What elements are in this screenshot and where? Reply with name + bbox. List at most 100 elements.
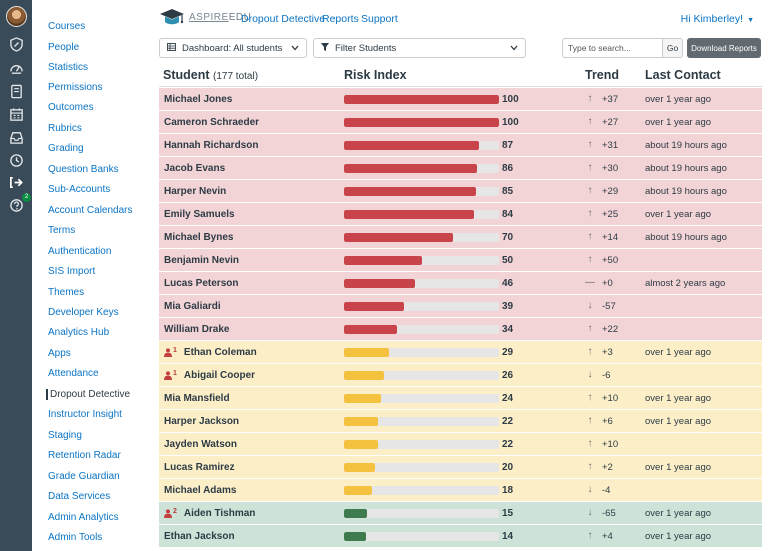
help-icon[interactable]: 2 xyxy=(0,192,32,216)
column-risk-index[interactable]: Risk Index xyxy=(344,68,407,82)
table-row[interactable]: Lucas Peterson 46 — +0 almost 2 years ago xyxy=(159,272,762,295)
student-name[interactable]: Lucas Ramirez xyxy=(164,462,235,473)
sidebar-item-admin-tools[interactable]: Admin Tools xyxy=(48,532,103,543)
student-name[interactable]: Harper Jackson xyxy=(164,416,240,427)
student-table-body: Michael Jones 100 ↑ +37 over 1 year ago Camer… xyxy=(159,88,762,548)
student-name[interactable]: Emily Samuels xyxy=(164,209,235,220)
table-row[interactable]: 2 Aiden Tishman 15 ↓ -65 over 1 year ago xyxy=(159,502,762,525)
student-name[interactable]: 2 Aiden Tishman xyxy=(164,508,255,519)
arrow-up-icon: ↑ xyxy=(587,392,593,403)
student-name[interactable]: Jacob Evans xyxy=(164,163,226,174)
student-name[interactable]: Harper Nevin xyxy=(164,186,227,197)
sidebar-item-themes[interactable]: Themes xyxy=(48,287,85,298)
calendar-icon[interactable] xyxy=(0,102,32,126)
student-name[interactable]: Benjamin Nevin xyxy=(164,255,240,266)
risk-value: 100 xyxy=(502,94,519,105)
user-menu[interactable]: Hi Kimberley! ▼ xyxy=(681,13,754,25)
student-name[interactable]: Cameron Schraeder xyxy=(164,117,260,128)
sidebar-item-apps[interactable]: Apps xyxy=(48,348,71,359)
table-row[interactable]: Cameron Schraeder 100 ↑ +27 over 1 year ago xyxy=(159,111,762,134)
table-row[interactable]: Michael Bynes 70 ↑ +14 about 19 hours ago xyxy=(159,226,762,249)
student-search-input[interactable] xyxy=(562,38,662,58)
sidebar-item-data-services[interactable]: Data Services xyxy=(48,491,111,502)
admin-shield-icon[interactable] xyxy=(0,32,32,56)
sidebar-item-account-calendars[interactable]: Account Calendars xyxy=(48,205,133,216)
student-name[interactable]: Michael Adams xyxy=(164,485,237,496)
table-row[interactable]: Ethan Jackson 14 ↑ +4 over 1 year ago xyxy=(159,525,762,548)
sidebar-item-terms[interactable]: Terms xyxy=(48,225,76,236)
table-row[interactable]: 1 Ethan Coleman 29 ↑ +3 over 1 year ago xyxy=(159,341,762,364)
table-row[interactable]: Michael Jones 100 ↑ +37 over 1 year ago xyxy=(159,88,762,111)
table-row[interactable]: Harper Nevin 85 ↑ +29 about 19 hours ago xyxy=(159,180,762,203)
sidebar-item-developer-keys[interactable]: Developer Keys xyxy=(48,307,119,318)
risk-bar-fill xyxy=(344,141,479,150)
table-row[interactable]: Lucas Ramirez 20 ↑ +2 over 1 year ago xyxy=(159,456,762,479)
student-name[interactable]: Michael Bynes xyxy=(164,232,234,243)
risk-value: 22 xyxy=(502,416,514,427)
table-row[interactable]: Emily Samuels 84 ↑ +25 over 1 year ago xyxy=(159,203,762,226)
table-row[interactable]: Mia Galiardi 39 ↓ -57 xyxy=(159,295,762,318)
student-name[interactable]: Mia Mansfield xyxy=(164,393,230,404)
table-row[interactable]: Jayden Watson 22 ↑ +10 xyxy=(159,433,762,456)
courses-icon[interactable] xyxy=(0,79,32,103)
sidebar-item-grade-guardian[interactable]: Grade Guardian xyxy=(48,471,120,482)
student-name[interactable]: 1 Abigail Cooper xyxy=(164,370,255,381)
sidebar-item-question-banks[interactable]: Question Banks xyxy=(48,164,119,175)
sidebar-item-attendance[interactable]: Attendance xyxy=(48,368,99,379)
risk-bar-fill xyxy=(344,256,422,265)
nav-support[interactable]: Support xyxy=(361,13,398,25)
sidebar-item-people[interactable]: People xyxy=(48,42,80,53)
sidebar-item-dropout-detective[interactable]: Dropout Detective xyxy=(46,389,130,400)
risk-value: 50 xyxy=(502,255,514,266)
sidebar-item-courses[interactable]: Courses xyxy=(48,21,86,32)
student-name[interactable]: William Drake xyxy=(164,324,230,335)
sidebar-item-retention-radar[interactable]: Retention Radar xyxy=(48,450,121,461)
sidebar-item-statistics[interactable]: Statistics xyxy=(48,62,89,73)
sidebar-item-grading[interactable]: Grading xyxy=(48,143,84,154)
sidebar-item-outcomes[interactable]: Outcomes xyxy=(48,102,94,113)
sidebar-item-sub-accounts[interactable]: Sub-Accounts xyxy=(48,184,111,195)
filter-students-select[interactable]: Filter Students xyxy=(313,38,526,58)
table-row[interactable]: 1 Abigail Cooper 26 ↓ -6 xyxy=(159,364,762,387)
table-row[interactable]: Michael Adams 18 ↓ -4 xyxy=(159,479,762,502)
column-student[interactable]: Student (177 total) xyxy=(163,68,259,82)
sidebar-item-admin-analytics[interactable]: Admin Analytics xyxy=(48,512,119,523)
account-avatar-icon[interactable] xyxy=(6,6,27,27)
table-row[interactable]: Hannah Richardson 87 ↑ +31 about 19 hours ag… xyxy=(159,134,762,157)
alert-count: 2 xyxy=(173,508,177,515)
sidebar-item-permissions[interactable]: Permissions xyxy=(48,82,103,93)
table-row[interactable]: William Drake 34 ↑ +22 xyxy=(159,318,762,341)
student-name[interactable]: Ethan Jackson xyxy=(164,531,235,542)
sidebar-item-instructor-insight[interactable]: Instructor Insight xyxy=(48,409,122,420)
risk-bar xyxy=(344,463,499,472)
table-row[interactable]: Benjamin Nevin 50 ↑ +50 xyxy=(159,249,762,272)
graduation-cap-logo-icon[interactable] xyxy=(158,6,186,30)
column-last-contact[interactable]: Last Contact xyxy=(645,68,721,82)
search-go-button[interactable]: Go xyxy=(662,38,683,58)
download-reports-button[interactable]: Download Reports xyxy=(687,38,761,58)
table-row[interactable]: Jacob Evans 86 ↑ +30 about 19 hours ago xyxy=(159,157,762,180)
column-trend[interactable]: Trend xyxy=(585,68,620,82)
dashboard-icon[interactable] xyxy=(0,56,32,80)
table-row[interactable]: Mia Mansfield 24 ↑ +10 over 1 year ago xyxy=(159,387,762,410)
student-name[interactable]: Lucas Peterson xyxy=(164,278,239,289)
student-name[interactable]: Mia Galiardi xyxy=(164,301,221,312)
arrow-up-icon: ↑ xyxy=(587,185,593,196)
logo-wordmark[interactable]: ASPIREEDU xyxy=(189,12,252,23)
sidebar-item-rubrics[interactable]: Rubrics xyxy=(48,123,82,134)
sidebar-item-analytics-hub[interactable]: Analytics Hub xyxy=(48,327,110,338)
student-name[interactable]: Jayden Watson xyxy=(164,439,237,450)
dashboard-select[interactable]: Dashboard: All students xyxy=(159,38,307,58)
student-name[interactable]: Hannah Richardson xyxy=(164,140,259,151)
student-name[interactable]: Michael Jones xyxy=(164,94,233,105)
commons-icon[interactable] xyxy=(0,170,32,194)
nav-dropout-detective[interactable]: Dropout Detective xyxy=(241,13,326,25)
history-icon[interactable] xyxy=(0,148,32,172)
table-row[interactable]: Harper Jackson 22 ↑ +6 over 1 year ago xyxy=(159,410,762,433)
sidebar-item-staging[interactable]: Staging xyxy=(48,430,82,441)
sidebar-item-authentication[interactable]: Authentication xyxy=(48,246,112,257)
student-name[interactable]: 1 Ethan Coleman xyxy=(164,347,257,358)
nav-reports[interactable]: Reports xyxy=(322,13,359,25)
inbox-icon[interactable] xyxy=(0,125,32,149)
sidebar-item-sis-import[interactable]: SIS Import xyxy=(48,266,96,277)
